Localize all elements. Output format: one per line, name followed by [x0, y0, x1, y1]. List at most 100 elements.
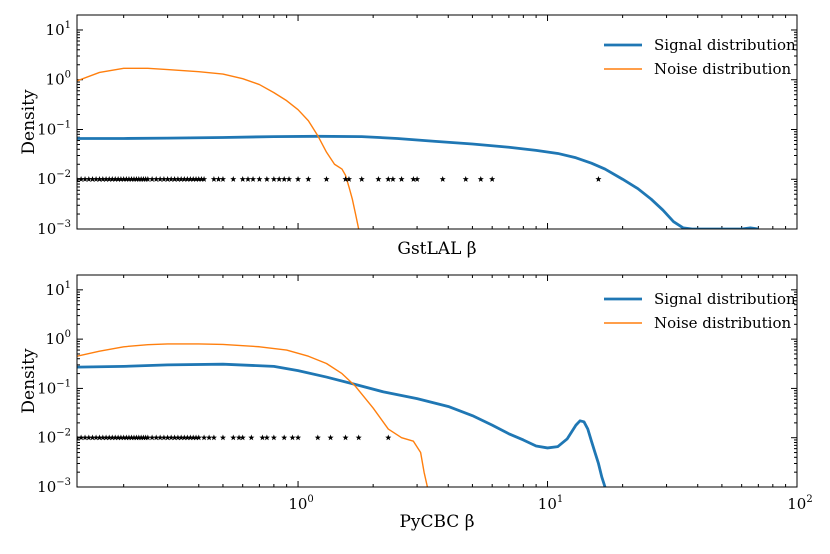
event-star [190, 176, 197, 182]
event-star [130, 176, 138, 182]
event-star [190, 434, 197, 441]
event-star [125, 434, 132, 441]
event-star [192, 434, 200, 441]
event-star [106, 434, 113, 441]
event-star [327, 434, 334, 441]
event-star [135, 176, 142, 182]
event-star [198, 176, 205, 182]
event-star [270, 434, 277, 441]
y-tick-label: 10−1 [37, 378, 71, 397]
x-tick-label: 101 [538, 494, 563, 513]
event-star [414, 176, 421, 182]
event-star [171, 434, 178, 441]
event-star [103, 176, 110, 182]
event-star [168, 176, 175, 182]
event-star [142, 434, 149, 441]
event-star [174, 176, 181, 182]
event-star [77, 434, 81, 441]
legend-label: Noise distribution [654, 60, 792, 78]
event-star [171, 176, 178, 182]
event-star [201, 176, 208, 182]
event-star [595, 176, 602, 182]
event-star [123, 176, 130, 182]
legend-label: Signal distribution [654, 36, 796, 54]
event-star [93, 434, 100, 441]
event-star [78, 434, 85, 441]
event-star [323, 176, 330, 182]
event-star [219, 176, 226, 182]
event-star [168, 434, 175, 441]
y-tick-label: 10−2 [37, 169, 71, 188]
event-star [256, 176, 263, 182]
event-star [138, 434, 145, 441]
event-star [355, 434, 362, 441]
event-star [153, 434, 160, 441]
event-star [78, 176, 85, 182]
event-star [462, 176, 469, 182]
event-star [157, 434, 164, 441]
event-star [195, 434, 202, 441]
event-star [263, 434, 270, 441]
event-star [281, 176, 288, 182]
event-star [77, 176, 81, 182]
y-axis-label: Density [19, 89, 39, 155]
event-star [99, 434, 106, 441]
event-star [345, 176, 353, 182]
event-star [239, 434, 246, 441]
series-signal-distribution [77, 134, 759, 229]
event-star [248, 434, 255, 441]
event-star [181, 176, 188, 182]
event-star [89, 176, 96, 182]
event-star [96, 176, 103, 182]
event-star [398, 176, 405, 182]
event-star [144, 176, 151, 182]
event-star [195, 176, 202, 182]
event-star [244, 176, 252, 182]
event-star [230, 176, 237, 182]
event-star [149, 434, 156, 441]
event-star [178, 434, 185, 441]
event-star [187, 176, 194, 182]
event-star [385, 176, 392, 182]
event-markers [77, 176, 602, 182]
event-star [144, 434, 151, 441]
event-star [342, 434, 349, 441]
event-star [96, 434, 103, 441]
event-star [285, 176, 293, 182]
legend-label: Noise distribution [654, 314, 792, 332]
event-star [178, 176, 185, 182]
event-star [115, 176, 122, 182]
event-star [410, 176, 417, 182]
event-star [239, 176, 246, 182]
event-star [230, 434, 237, 441]
event-star [130, 434, 138, 441]
event-star [314, 434, 321, 441]
panel-top: 10−3 10−2 10−1 100 101 Signal distribution Noi… [19, 14, 798, 259]
event-star [128, 176, 135, 182]
y-tick-label: 10−2 [37, 428, 71, 447]
y-tick-label: 101 [46, 20, 71, 39]
event-star [160, 176, 167, 182]
event-star [174, 434, 181, 441]
event-star [140, 176, 147, 182]
event-star [120, 176, 127, 182]
event-star [489, 176, 496, 182]
event-star [276, 176, 283, 182]
event-star [184, 434, 191, 441]
event-star [281, 434, 288, 441]
y-tick-label: 100 [46, 70, 71, 89]
event-star [135, 434, 142, 441]
event-star [389, 176, 396, 182]
x-axis-label: GstLAL β [397, 239, 476, 259]
plot-frame [76, 274, 798, 488]
event-star [117, 434, 124, 441]
event-star [112, 176, 119, 182]
event-star [201, 434, 208, 441]
event-star [192, 176, 200, 182]
event-star [210, 176, 217, 182]
event-star [375, 176, 382, 182]
event-star [99, 176, 106, 182]
event-star [106, 176, 113, 182]
event-star [215, 176, 222, 182]
event-star [206, 434, 213, 441]
